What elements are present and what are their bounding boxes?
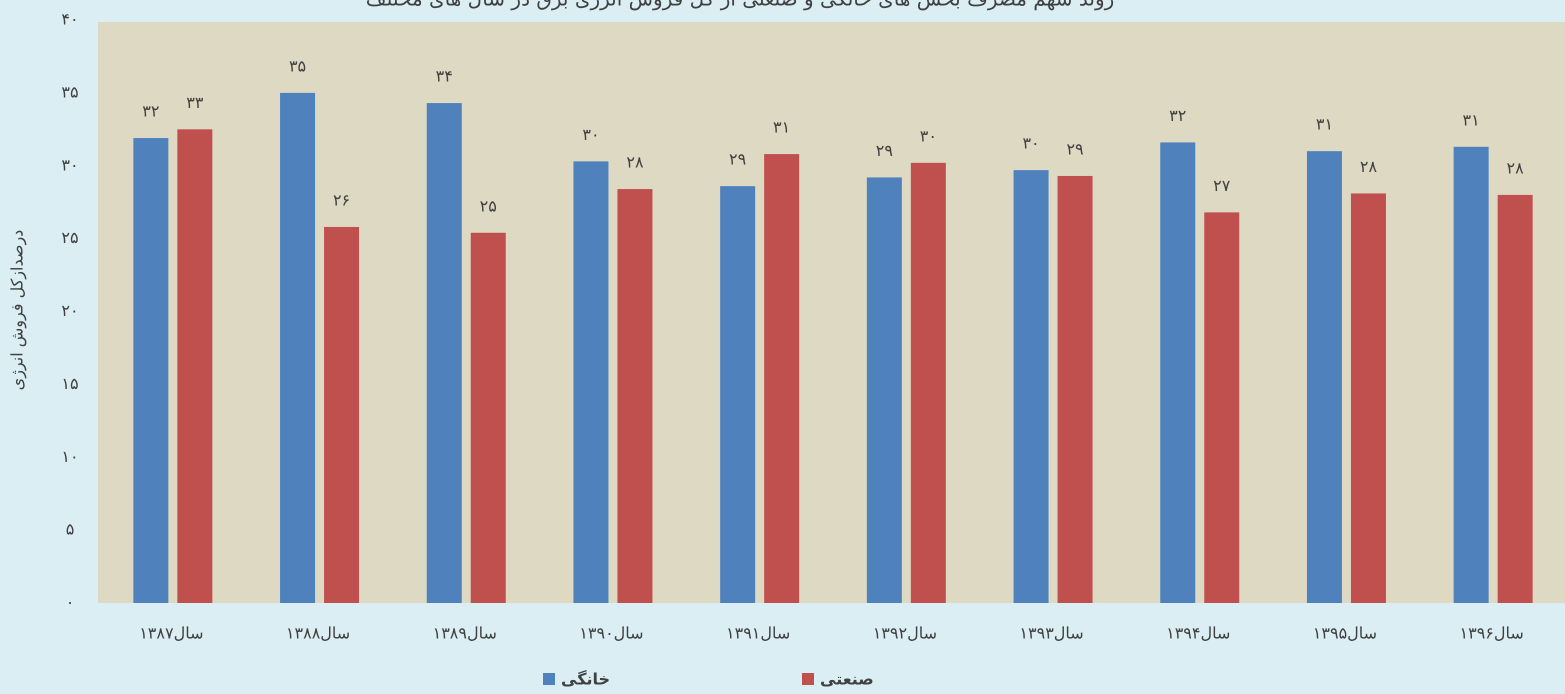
y-tick-label: ۰ (66, 593, 75, 612)
value-label: ۳۴ (436, 67, 453, 86)
bar (1013, 170, 1049, 603)
bar (617, 189, 653, 603)
x-tick-label: سال۱۳۹۶ (1460, 624, 1524, 643)
value-label: ۲۸ (626, 153, 644, 172)
value-label: ۲۸ (1360, 157, 1378, 176)
x-tick-label: سال۱۳۹۵ (1313, 624, 1377, 643)
bar (1453, 146, 1489, 604)
bar (177, 129, 213, 603)
x-tick-label: سال۱۳۸۷ (139, 624, 203, 643)
value-label: ۳۵ (289, 56, 306, 75)
x-tick-label: سال۱۳۹۲ (873, 624, 937, 643)
value-label: ۲۶ (333, 190, 350, 209)
value-label: ۲۷ (1213, 176, 1231, 195)
bar (1350, 193, 1386, 603)
y-tick-label: ۳۵ (61, 82, 78, 101)
bar (1160, 142, 1196, 603)
value-label: ۳۱ (773, 118, 790, 137)
x-tick-label: سال۱۳۹۴ (1166, 624, 1230, 643)
bar (133, 138, 169, 603)
bar (910, 162, 946, 603)
bar (426, 103, 462, 603)
y-tick-label: ۴۰ (61, 10, 78, 29)
bar (470, 232, 506, 604)
legend-label: خانگی (561, 670, 610, 689)
value-label: ۳۲ (142, 102, 159, 121)
y-tick-label: ۱۰ (61, 447, 78, 466)
x-tick-label: سال۱۳۹۰ (579, 624, 643, 643)
y-tick-label: ۵ (66, 520, 75, 539)
bar (1306, 151, 1342, 604)
y-tick-label: ۲۰ (61, 301, 78, 320)
value-label: ۲۹ (876, 141, 893, 160)
value-label: ۳۱ (1316, 115, 1333, 134)
bar (1497, 194, 1533, 603)
bar (764, 154, 800, 603)
x-tick-label: سال۱۳۹۳ (1019, 624, 1083, 643)
y-axis-label: درصدازکل فروش انرژی (8, 230, 27, 391)
y-tick-label: ۲۵ (61, 228, 78, 247)
x-tick-label: سال۱۳۹۱ (726, 624, 790, 643)
legend-swatch (543, 673, 555, 685)
x-tick-label: سال۱۳۸۹ (433, 624, 497, 643)
legend-label: صنعتی (820, 670, 874, 689)
y-tick-label: ۳۰ (61, 155, 78, 174)
bar (1204, 212, 1240, 603)
value-label: ۳۰ (582, 125, 599, 144)
x-tick-label: سال۱۳۸۸ (286, 624, 350, 643)
value-label: ۳۰ (920, 126, 937, 145)
bar (866, 177, 902, 603)
value-label: ۳۰ (1022, 134, 1039, 153)
value-label: ۲۹ (729, 150, 746, 169)
value-label: ۳۱ (1463, 110, 1480, 129)
value-label: ۲۵ (480, 196, 497, 215)
bar (573, 161, 609, 603)
chart-title: روند سهم مصرف بخش های خانگی و صنعتی از ک… (366, 0, 1115, 11)
value-label: ۳۳ (186, 93, 204, 112)
value-label: ۲۹ (1066, 139, 1083, 158)
legend-swatch (802, 673, 814, 685)
bar (1057, 175, 1093, 603)
bar (280, 92, 316, 603)
bar (720, 186, 756, 603)
value-label: ۳۲ (1169, 106, 1186, 125)
y-tick-label: ۱۵ (61, 374, 78, 393)
bar (324, 226, 360, 603)
value-label: ۲۸ (1507, 158, 1525, 177)
plot-area (98, 22, 1565, 603)
